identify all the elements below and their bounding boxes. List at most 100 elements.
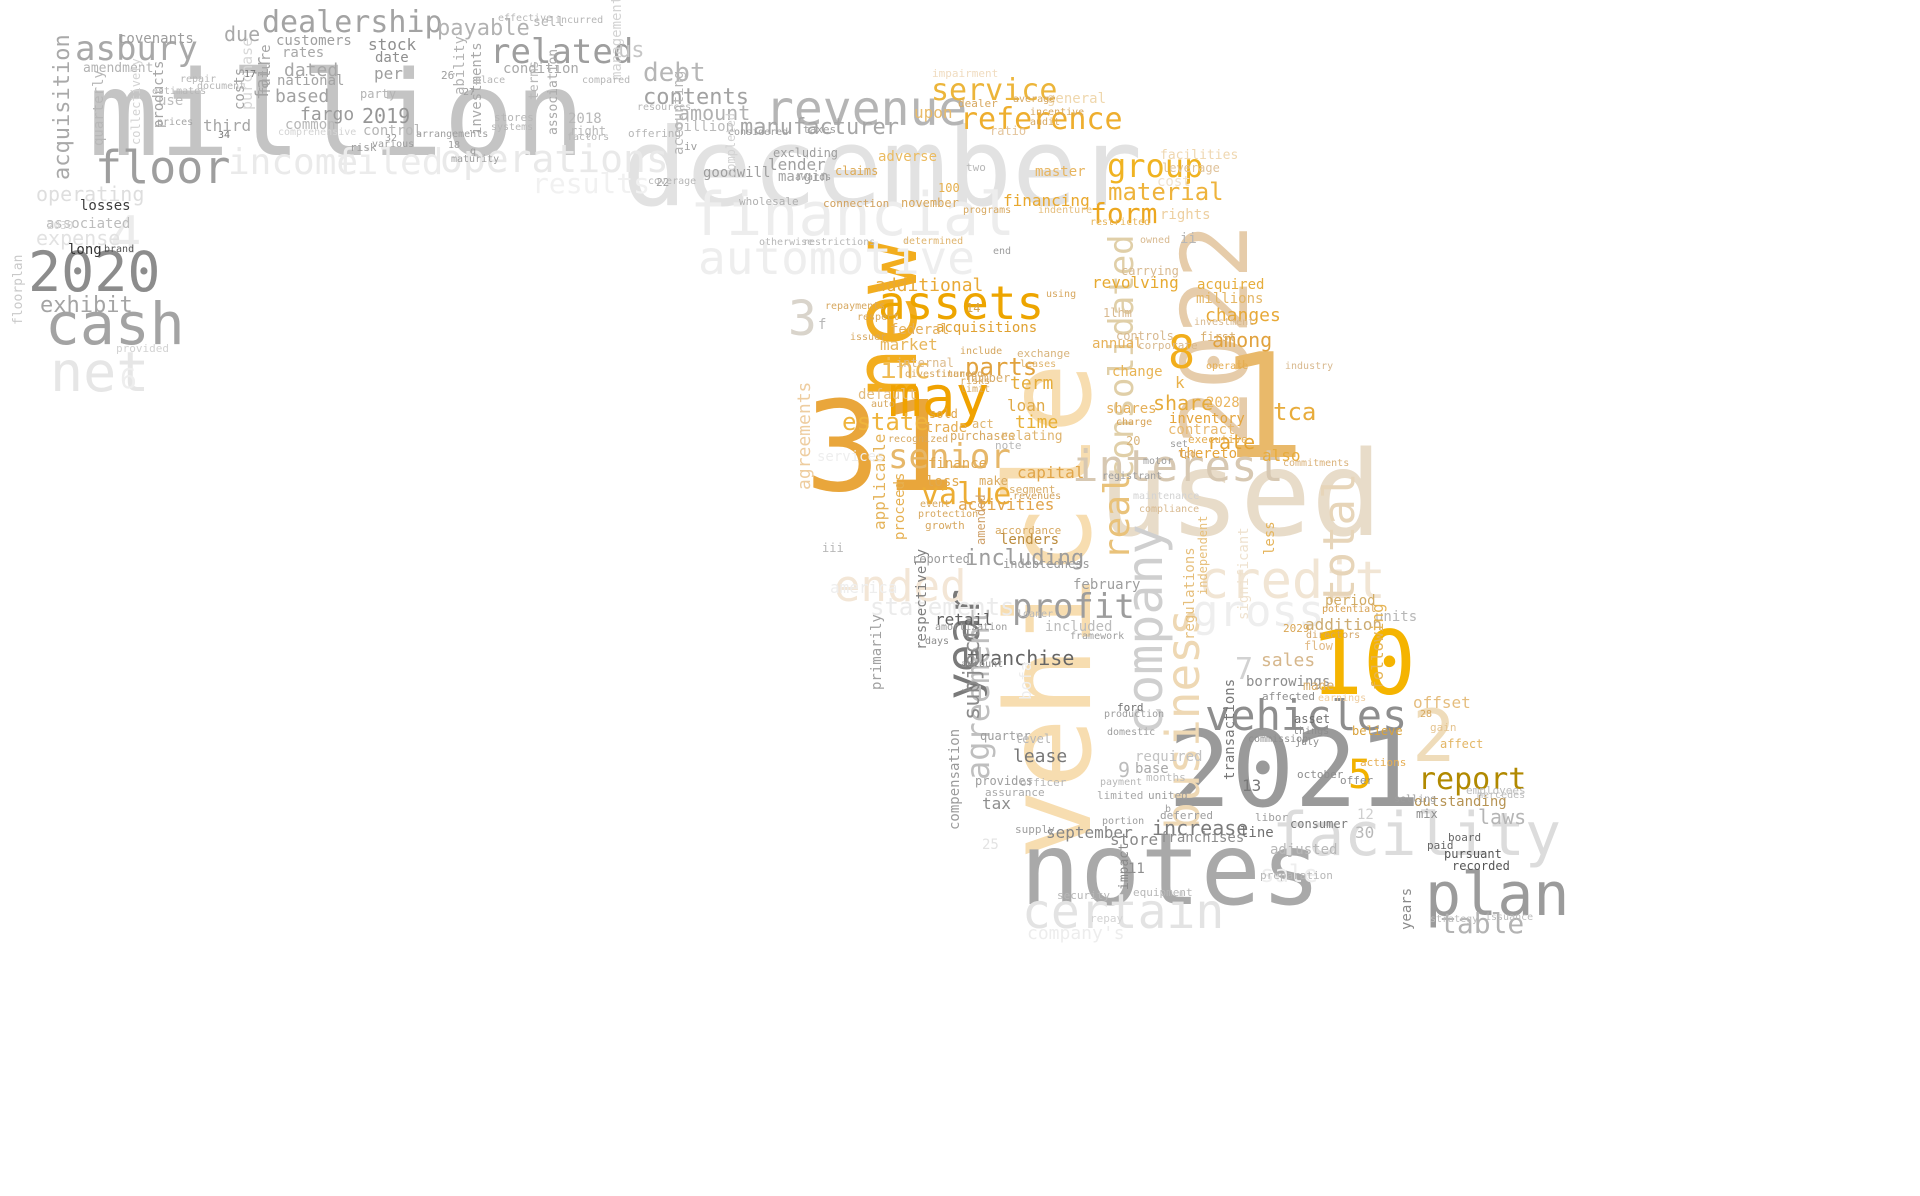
word-payment: payment [1100, 777, 1143, 788]
word-using: using [1046, 289, 1077, 300]
word-industry: industry [1285, 361, 1334, 372]
word-reported: reported [912, 552, 970, 566]
word-various: various [372, 139, 415, 150]
word-8: 8 [1168, 326, 1196, 379]
word-reference: reference [960, 102, 1123, 137]
word-programs: programs [963, 205, 1012, 216]
word-act: act [972, 417, 994, 431]
word-restrictions: restrictions [803, 237, 876, 248]
word-segment: segment [1009, 483, 1056, 496]
word-united: united [1148, 789, 1188, 802]
word-gross: gross [1192, 586, 1325, 637]
word-1: 1 [1218, 323, 1306, 492]
word-tca: tca [1273, 398, 1317, 426]
word-2021: 2021 [1168, 709, 1421, 831]
word-32: 32 [385, 133, 398, 144]
word-store: store [1110, 830, 1159, 849]
word-two: two [966, 161, 986, 174]
word-revolving: revolving [1092, 273, 1179, 292]
word-adverse: adverse [878, 149, 938, 165]
word-activities: activities [958, 495, 1055, 514]
word-regulations: regulations [1182, 547, 1198, 640]
word-2018: 2018 [568, 111, 602, 127]
word-34: 34 [218, 130, 231, 141]
word-directors: directors [1306, 630, 1361, 641]
word-addition: addition [1305, 615, 1383, 634]
word-27: 27 [463, 87, 476, 98]
word-loan: loan [1007, 396, 1046, 415]
word-4: 4 [110, 206, 142, 266]
word-group: group [1107, 147, 1204, 185]
word-debt: debt [643, 58, 706, 88]
word-amount: amount [678, 101, 751, 125]
word-paid: paid [1427, 839, 1454, 852]
word-months: months [1146, 771, 1186, 784]
word-audit: audit [1030, 117, 1061, 128]
word-may: may [888, 365, 990, 430]
word-based: based [275, 86, 330, 107]
word-estimates: estimates [152, 86, 207, 97]
word-facilities: facilities [1160, 148, 1239, 163]
word-period: period [1325, 593, 1376, 609]
word-bofa: bofa [1016, 661, 1035, 700]
word-services: services [817, 449, 885, 465]
word-incurred: incurred [555, 15, 604, 26]
word-f: f [818, 317, 827, 333]
word-filed: filed [335, 142, 444, 183]
word-terms: terms [527, 60, 542, 100]
word-october: october [1297, 768, 1344, 781]
word-offering: offering [628, 127, 681, 140]
word-awards: awards [795, 172, 832, 183]
word-dealer: dealer [958, 97, 998, 110]
word-long: long [68, 242, 102, 258]
word-exchange: exchange [1017, 347, 1070, 360]
word-primarily: primarily [869, 614, 885, 690]
word-use: use [158, 93, 184, 109]
word-used: used [1098, 425, 1383, 563]
word-production: production [1104, 709, 1165, 720]
word-dated: dated [284, 60, 339, 81]
word-owned: owned [1140, 235, 1171, 246]
word-certain: certain [1022, 884, 1225, 940]
word-2019: 2019 [362, 104, 411, 128]
word-rights: rights [1160, 207, 1211, 223]
word-significant: significant [1236, 527, 1252, 620]
word-risk: risk [350, 141, 377, 154]
word-million: million [88, 45, 586, 183]
word-inc: inc [880, 352, 931, 385]
word-acquisitions: acquisitions [936, 320, 1038, 336]
word-national: national [277, 73, 345, 89]
word-collectively: collectively [129, 58, 143, 145]
word-thereto: thereto [1178, 446, 1238, 462]
word-changes: changes [1205, 305, 1281, 326]
word-repayments: repayments [825, 301, 886, 312]
word-february: february [1073, 577, 1141, 593]
word-framework: framework [1070, 631, 1125, 642]
word-compensation: compensation [947, 728, 963, 830]
word-interest: interest [1072, 441, 1284, 492]
word-credit: credit [1198, 551, 1386, 611]
word-selling: selling [1394, 794, 1437, 805]
word-fargo: fargo [300, 104, 355, 125]
word-manufacturer: manufacturer [740, 115, 899, 140]
word-u: u [1237, 356, 1246, 372]
word-real: real [1097, 473, 1138, 560]
word-effective: effective [498, 13, 553, 24]
word-25: 25 [982, 837, 999, 853]
word-lender: lender [768, 155, 826, 174]
word-finance: finance [928, 456, 988, 472]
word-estate: estate [842, 408, 929, 436]
word-required: required [1135, 749, 1203, 765]
word-potential: potential [1322, 604, 1377, 615]
word-contents: contents [643, 85, 749, 110]
word-future: future [258, 44, 274, 95]
word-sell: sell [533, 15, 565, 30]
word-dealership: dealership [262, 5, 443, 40]
word-believe: believe [1352, 724, 1403, 738]
word-2030: 2030 [47, 219, 74, 232]
word-financial: financial [690, 180, 1016, 250]
word-date: date [375, 50, 409, 66]
word-material: material [1108, 178, 1224, 206]
word-including: including [965, 546, 1085, 571]
word-arrangements: arrangements [416, 129, 489, 140]
